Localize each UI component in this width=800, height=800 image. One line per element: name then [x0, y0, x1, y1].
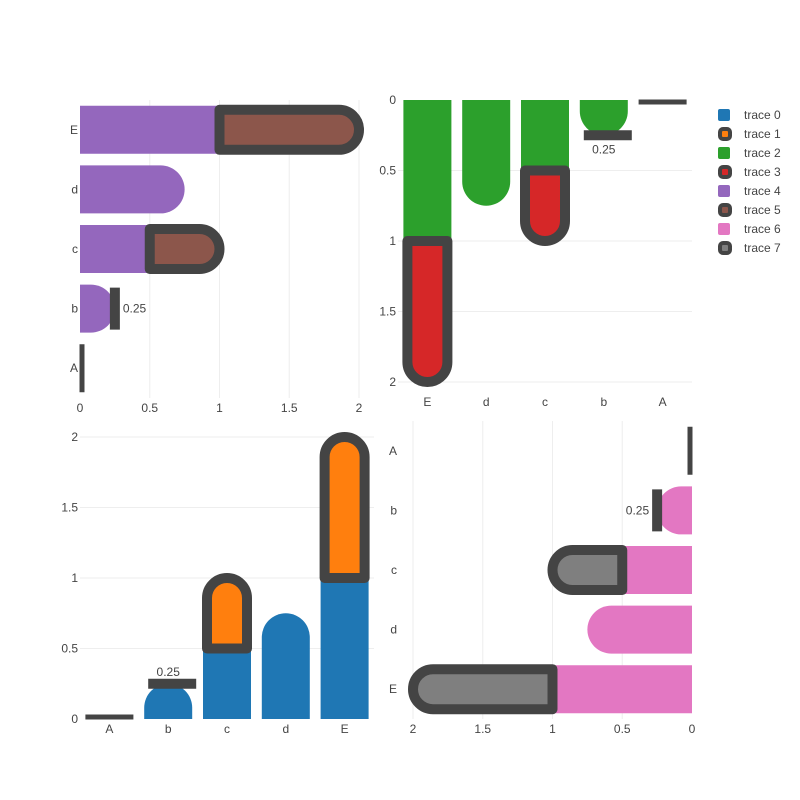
- legend-item-trace1: trace 1: [718, 127, 781, 141]
- value-tick-label: 2: [410, 722, 417, 736]
- value-tick-label: 2: [356, 401, 363, 415]
- legend-item-trace6: trace 6: [718, 222, 781, 236]
- data-label-trace3-b: 0.25: [592, 142, 616, 156]
- category-tick-label: b: [600, 395, 607, 409]
- bar-trace6-E: [552, 665, 692, 714]
- bar-trace2-d: [462, 100, 511, 206]
- value-tick-label: 0.5: [379, 164, 396, 178]
- category-tick-label: E: [389, 682, 397, 696]
- legend-item-trace2: trace 2: [718, 146, 781, 160]
- category-tick-label: d: [282, 722, 289, 736]
- value-tick-label: 0: [71, 712, 78, 726]
- legend-item-trace5: trace 5: [718, 203, 781, 217]
- bar-trace1-c: [202, 573, 252, 654]
- category-tick-label: A: [70, 361, 78, 375]
- bar-trace7-E: [408, 664, 558, 715]
- bar-trace6-c: [622, 546, 692, 594]
- legend-item-trace0: trace 0: [718, 108, 781, 122]
- bar-trace5-E: [214, 104, 364, 155]
- category-tick-label: E: [423, 395, 431, 409]
- category-tick-label: A: [659, 395, 667, 409]
- bar-trace7-c: [547, 545, 628, 595]
- legend-label: trace 3: [744, 165, 781, 179]
- bar-trace2-E: [403, 100, 452, 241]
- value-tick-label: 1: [216, 401, 223, 415]
- legend-label: trace 5: [744, 203, 781, 217]
- bar-trace2-b: [579, 100, 628, 136]
- category-tick-label: A: [105, 722, 113, 736]
- bar-trace4-c: [80, 225, 150, 273]
- legend-item-trace4: trace 4: [718, 184, 781, 198]
- legend-label: trace 7: [744, 241, 781, 255]
- legend-item-trace3: trace 3: [718, 165, 781, 179]
- legend-swatch: [718, 147, 730, 159]
- bar-trace0-E: [320, 578, 369, 719]
- value-tick-label: 0.5: [141, 401, 158, 415]
- bar-trace5-c: [144, 224, 225, 274]
- legend-swatch: [718, 185, 730, 197]
- bar-trace4-b: [80, 284, 115, 333]
- bar-trace2-c: [521, 100, 569, 171]
- category-tick-label: c: [391, 563, 397, 577]
- category-tick-label: b: [71, 302, 78, 316]
- value-tick-label: 1: [549, 722, 556, 736]
- category-tick-label: b: [165, 722, 172, 736]
- category-tick-label: A: [389, 444, 397, 458]
- value-tick-label: 2: [71, 430, 78, 444]
- value-tick-label: 1: [71, 571, 78, 585]
- bar-trace6-d: [587, 605, 692, 654]
- value-tick-label: 2: [389, 375, 396, 389]
- category-tick-label: E: [341, 722, 349, 736]
- category-tick-label: c: [72, 242, 78, 256]
- data-label-trace7-b: 0.25: [626, 503, 650, 517]
- value-tick-label: 0: [77, 401, 84, 415]
- category-tick-label: d: [390, 623, 397, 637]
- bar-trace0-d: [261, 613, 310, 719]
- category-tick-label: c: [224, 722, 230, 736]
- bar-trace6-b: [657, 486, 692, 535]
- bar-trace3-c: [520, 165, 570, 246]
- legend: trace 0 trace 1 trace 2 trace 3 trace 4 trace…: [718, 108, 781, 255]
- legend-label: trace 6: [744, 222, 781, 236]
- data-label-trace1-b: 0.25: [157, 665, 181, 679]
- value-tick-label: 1.5: [474, 722, 491, 736]
- value-tick-label: 0: [389, 93, 396, 107]
- category-tick-label: d: [483, 395, 490, 409]
- bar-trace0-b: [144, 683, 193, 719]
- legend-swatch: [718, 203, 732, 217]
- bar-trace1-E: [319, 432, 370, 583]
- value-tick-label: 0.5: [61, 642, 78, 656]
- category-tick-label: d: [71, 182, 78, 196]
- value-tick-label: 1.5: [281, 401, 298, 415]
- legend-label: trace 0: [744, 108, 781, 122]
- legend-swatch: [718, 127, 732, 141]
- bar-trace0-c: [203, 648, 251, 719]
- legend-label: trace 1: [744, 127, 781, 141]
- value-tick-label: 1.5: [379, 305, 396, 319]
- legend-swatch: [718, 223, 730, 235]
- value-tick-label: 0.5: [614, 722, 631, 736]
- category-tick-label: E: [70, 123, 78, 137]
- bar-trace4-d: [80, 165, 185, 214]
- value-tick-label: 0: [689, 722, 696, 736]
- legend-swatch: [718, 109, 730, 121]
- bar-trace3-E: [402, 236, 453, 387]
- legend-swatch: [718, 241, 732, 255]
- legend-label: trace 4: [744, 184, 781, 198]
- bar-trace4-E: [80, 105, 220, 154]
- data-label-trace5-b: 0.25: [123, 302, 147, 316]
- legend-label: trace 2: [744, 146, 781, 160]
- subplots: 00.511.52AbcdE0.250.50.50.751100.511.52A…: [61, 93, 695, 736]
- value-tick-label: 1.5: [61, 501, 78, 515]
- legend-item-trace7: trace 7: [718, 241, 781, 255]
- legend-swatch: [718, 165, 732, 179]
- category-tick-label: b: [390, 503, 397, 517]
- value-tick-label: 1: [389, 234, 396, 248]
- category-tick-label: c: [542, 395, 548, 409]
